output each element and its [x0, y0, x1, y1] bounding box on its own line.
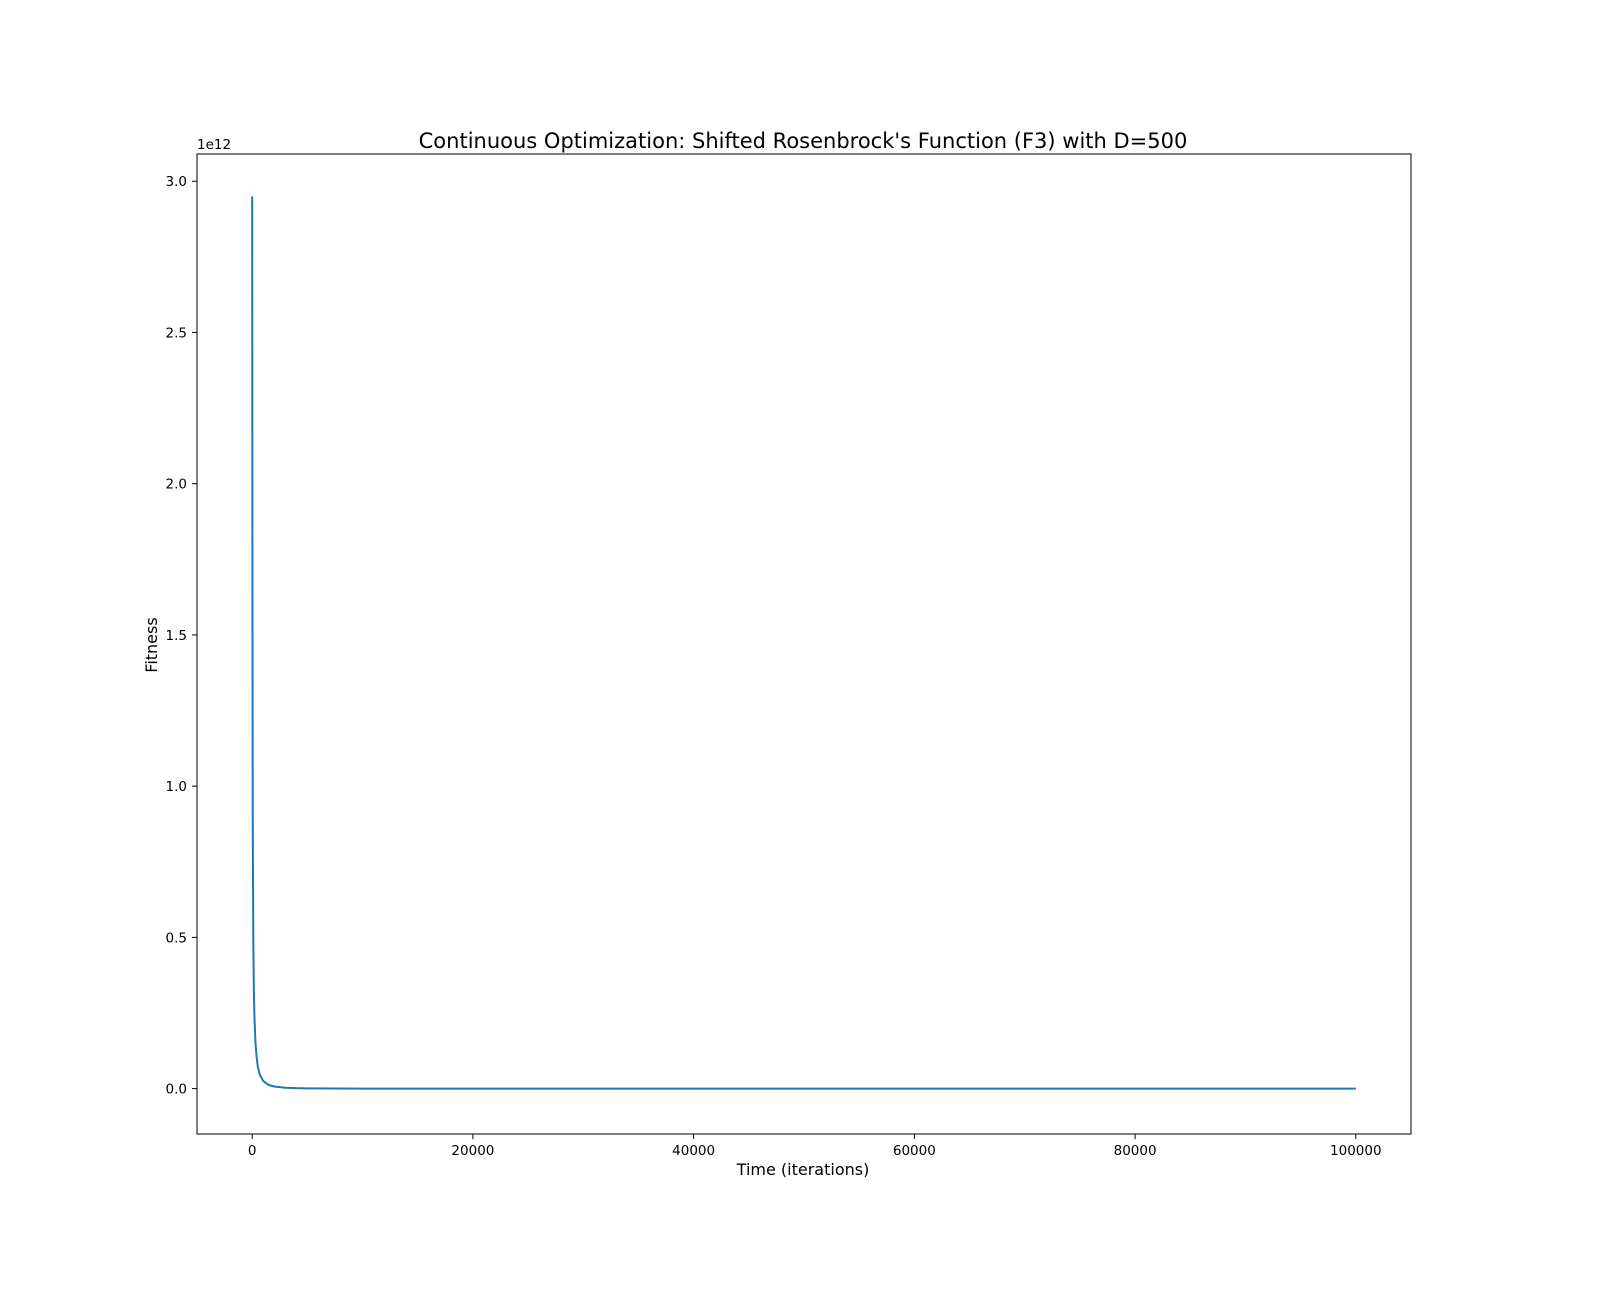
- y-axis-ticks: 0.0 0.5 1.0 1.5 2.0 2.5 3.0: [166, 174, 197, 1098]
- series-layer: [251, 196, 1356, 1090]
- y-tick-label: 2.5: [166, 325, 187, 341]
- x-axis-label: Time (iterations): [736, 1160, 870, 1179]
- x-tick-label: 80000: [1114, 1143, 1157, 1159]
- plot-area: 0 20000 40000 60000 80000 100000 0.0 0.5 1.0 1.5…: [166, 153, 1412, 1159]
- x-tick-label: 0: [248, 1143, 257, 1159]
- y-tick-label: 1.5: [166, 628, 187, 644]
- y-tick-label: 0.0: [166, 1082, 187, 1098]
- x-tick-label: 60000: [893, 1143, 936, 1159]
- y-axis-label: Fitness: [142, 617, 161, 672]
- y-tick-label: 1.0: [166, 779, 187, 795]
- x-tick-label: 40000: [672, 1143, 715, 1159]
- x-tick-label: 100000: [1330, 1143, 1382, 1159]
- y-tick-label: 0.5: [166, 930, 187, 946]
- y-tick-label: 2.0: [166, 477, 187, 493]
- series-line: [251, 196, 1356, 1090]
- x-axis-ticks: 0 20000 40000 60000 80000 100000: [248, 1134, 1382, 1159]
- y-axis-offset-label: 1e12: [197, 137, 231, 153]
- chart-title: Continuous Optimization: Shifted Rosenbr…: [419, 129, 1188, 153]
- axes-frame: [196, 153, 1412, 1135]
- y-tick-label: 3.0: [166, 174, 187, 190]
- x-tick-label: 20000: [451, 1143, 494, 1159]
